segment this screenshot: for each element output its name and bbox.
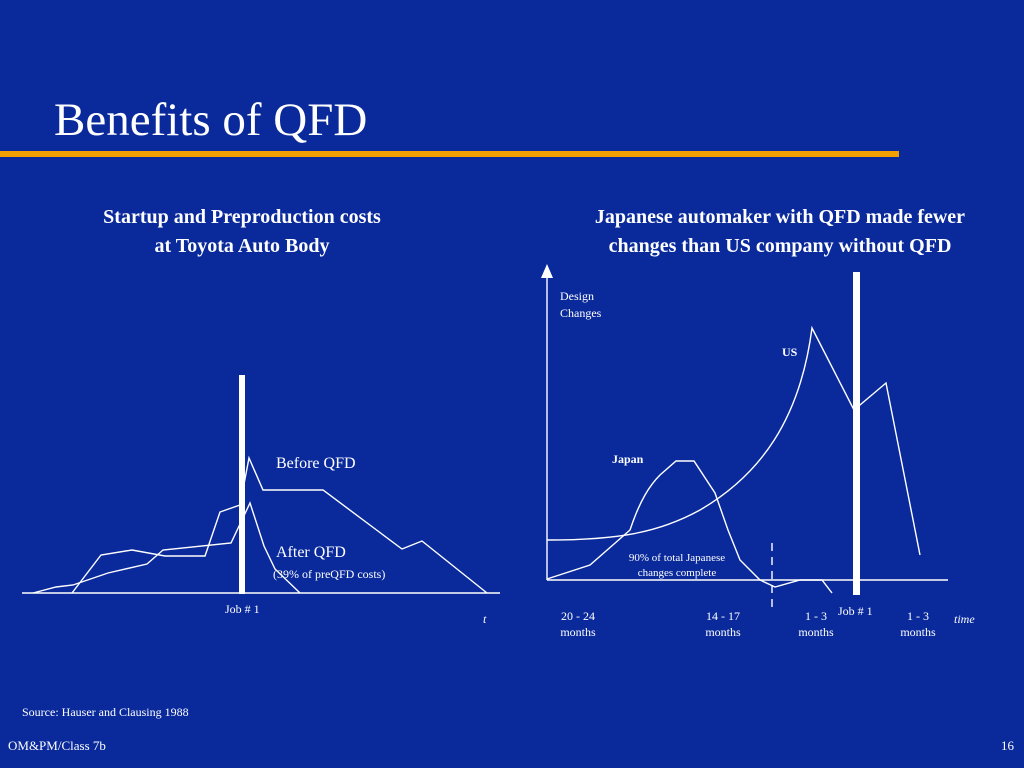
right-heading-line2: changes than US company without QFD <box>608 235 952 257</box>
design-label-line2: Changes <box>560 306 602 320</box>
page-number: 16 <box>1001 738 1014 753</box>
left-heading-line1: Startup and Preproduction costs <box>103 206 381 228</box>
tick-label-1: 20 - 24 months <box>548 608 608 640</box>
tick-2-line2: months <box>705 625 741 639</box>
footer-course-label: OM&PM/Class 7b <box>8 738 106 753</box>
right-job1-label: Job # 1 <box>838 604 873 618</box>
tick-4-line1: 1 - 3 <box>907 609 929 623</box>
title-underline <box>0 151 899 157</box>
design-label-line1: Design <box>560 289 594 303</box>
note-line1: 90% of total Japanese <box>628 552 726 564</box>
ninety-percent-note: 90% of total Japanese changes complete <box>612 551 742 581</box>
left-heading-line2: at Toyota Auto Body <box>154 235 330 257</box>
before-qfd-label: Before QFD <box>276 455 356 472</box>
right-panel-heading: Japanese automaker with QFD made fewer c… <box>545 203 1015 261</box>
tick-4-line2: months <box>900 625 936 639</box>
tick-1-line1: 20 - 24 <box>561 609 595 623</box>
source-citation: Source: Hauser and Clausing 1988 <box>22 705 189 719</box>
left-t-label: t <box>483 612 487 626</box>
design-changes-label: Design Changes <box>560 288 601 322</box>
us-label: US <box>782 345 798 359</box>
us-curve <box>546 325 921 556</box>
left-panel-heading: Startup and Preproduction costs at Toyot… <box>62 203 422 261</box>
left-job1-bar <box>239 375 245 594</box>
slide-title: Benefits of QFD <box>54 94 368 146</box>
left-job1-label: Job # 1 <box>225 602 260 616</box>
japan-label: Japan <box>612 452 644 466</box>
axis-arrow-head <box>541 264 553 278</box>
tick-1-line2: months <box>560 625 596 639</box>
tick-3-line1: 1 - 3 <box>805 609 827 623</box>
tick-3-line2: months <box>798 625 834 639</box>
tick-label-2: 14 - 17 months <box>693 608 753 640</box>
after-qfd-note: (39% of preQFD costs) <box>273 567 386 581</box>
time-axis-label: time <box>954 612 975 626</box>
right-job1-bar <box>853 272 860 595</box>
note-line2: changes complete <box>637 567 717 579</box>
tick-label-3: 1 - 3 months <box>788 608 844 640</box>
tick-label-4: 1 - 3 months <box>890 608 946 640</box>
japan-curve <box>546 460 833 594</box>
right-heading-line1: Japanese automaker with QFD made fewer <box>594 206 966 228</box>
after-qfd-label: After QFD <box>276 544 346 561</box>
after-qfd-curve <box>32 501 301 594</box>
tick-2-line1: 14 - 17 <box>706 609 740 623</box>
